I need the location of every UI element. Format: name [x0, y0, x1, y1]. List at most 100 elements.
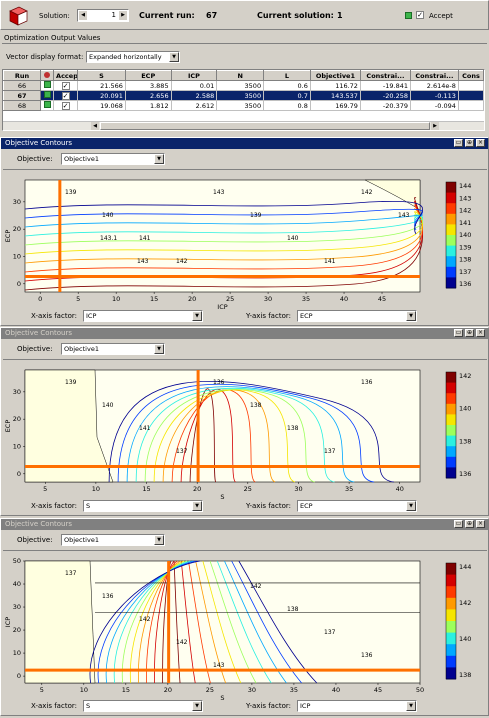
- vector-format-value: Expanded horizontally: [89, 53, 162, 61]
- cell-l: 0.8: [263, 100, 311, 111]
- col-l[interactable]: L: [263, 70, 311, 81]
- x-tick-label: 25: [244, 485, 252, 493]
- panel-titlebar[interactable]: Objective Contours ▭ ⊕ ×: [1, 328, 488, 339]
- y-axis-factor-label: Y-axis factor:: [246, 702, 291, 710]
- row-accept-checkbox[interactable]: ✓: [61, 91, 70, 100]
- col-n[interactable]: N: [216, 70, 265, 81]
- row-run[interactable]: 66: [3, 80, 41, 91]
- x-axis-factor-select[interactable]: S ▼: [83, 700, 203, 712]
- spinner-right-icon[interactable]: ▶: [119, 11, 127, 20]
- spinner-left-icon[interactable]: ◀: [79, 11, 87, 20]
- current-solution-value: 1: [337, 11, 343, 20]
- x-tick-label: 5: [40, 686, 44, 694]
- colorbar: [445, 181, 457, 289]
- accept-checkbox[interactable]: ✓: [416, 11, 424, 19]
- maximize-icon[interactable]: ⊕: [465, 139, 474, 147]
- cell-icp: 2.612: [171, 100, 218, 111]
- cell-c1: -20.379: [360, 100, 412, 111]
- chevron-down-icon[interactable]: ▼: [406, 501, 416, 511]
- minimize-icon[interactable]: ▭: [454, 520, 463, 528]
- maximize-icon[interactable]: ⊕: [465, 329, 474, 337]
- colorbar-segment: [446, 213, 456, 225]
- scroll-thumb[interactable]: [100, 122, 430, 130]
- chevron-down-icon[interactable]: ▼: [154, 154, 164, 164]
- chevron-down-icon[interactable]: ▼: [192, 311, 202, 321]
- colorbar-segment: [446, 192, 456, 204]
- row-accept-checkbox[interactable]: ✓: [61, 81, 70, 90]
- panel-titlebar[interactable]: Objective Contours ▭ ⊕ ×: [1, 138, 488, 149]
- contour-line: [117, 383, 375, 483]
- x-tick-label: 35: [290, 686, 298, 694]
- colorbar-segment: [446, 182, 456, 194]
- vector-format-select[interactable]: Expanded horizontally ▼: [86, 51, 180, 63]
- colorbar-tick-label: 142: [459, 207, 471, 215]
- chevron-down-icon[interactable]: ▼: [406, 701, 416, 711]
- col-constraint3[interactable]: Cons: [457, 70, 484, 81]
- row-run[interactable]: 67: [3, 90, 41, 101]
- y-tick-label: 30: [13, 198, 21, 206]
- cell-n: 3500: [216, 80, 265, 91]
- contour-line: [24, 214, 424, 246]
- x-tick-label: 25: [226, 295, 234, 303]
- chevron-down-icon[interactable]: ▼: [154, 535, 164, 545]
- y-axis-factor-label: Y-axis factor:: [246, 502, 291, 510]
- close-icon[interactable]: ×: [476, 329, 485, 337]
- col-ecp[interactable]: ECP: [124, 70, 172, 81]
- col-objective1[interactable]: Objective1: [309, 70, 361, 81]
- col-constraint2[interactable]: Constrai...: [410, 70, 459, 81]
- x-axis-factor-label: X-axis factor:: [31, 312, 77, 320]
- table-row[interactable]: 66 ✓ 21.566 3.885 0.01 3500 0.6 116.72 -…: [3, 80, 484, 91]
- contour-line: [126, 386, 355, 483]
- output-values-panel: Optimization Output Values Vector displa…: [0, 31, 489, 136]
- x-tick-label: 10: [112, 295, 120, 303]
- table-row-selected[interactable]: 67 ✓ 20.091 2.656 2.588 3500 0.7 143.537…: [3, 90, 484, 101]
- col-status[interactable]: [39, 70, 55, 81]
- y-axis-label: ECP: [4, 420, 12, 433]
- x-tick-label: 25: [206, 686, 214, 694]
- horizontal-scrollbar[interactable]: ◀ ▶: [3, 121, 484, 130]
- objective-select[interactable]: Objective1 ▼: [61, 153, 165, 165]
- colorbar-segment: [446, 256, 456, 268]
- panel-titlebar[interactable]: Objective Contours ▭ ⊕ ×: [1, 519, 488, 530]
- contour-chart: 139 140 141 142 143 139 140 141 142 143 143.1 143 0 5…: [4, 179, 471, 311]
- top-toolbar: Solution: ◀ 1 ▶ Current run: 67 Current …: [0, 0, 489, 30]
- chevron-down-icon[interactable]: ▼: [154, 344, 164, 354]
- y-axis-factor-select[interactable]: ECP ▼: [297, 310, 417, 322]
- chevron-down-icon[interactable]: ▼: [192, 701, 202, 711]
- maximize-icon[interactable]: ⊕: [465, 520, 474, 528]
- objective-select[interactable]: Objective1 ▼: [61, 534, 165, 546]
- minimize-icon[interactable]: ▭: [454, 329, 463, 337]
- objective-select[interactable]: Objective1 ▼: [61, 343, 165, 355]
- col-constraint1[interactable]: Constrai...: [359, 70, 412, 81]
- table-row[interactable]: 68 ✓ 19.068 1.812 2.612 3500 0.8 169.79 …: [3, 100, 484, 111]
- y-axis-factor-select[interactable]: ECP ▼: [297, 500, 417, 512]
- current-solution-label: Current solution:: [257, 11, 334, 20]
- x-tick-label: 40: [332, 686, 340, 694]
- solution-spinner[interactable]: ◀ 1 ▶: [77, 9, 129, 22]
- col-s[interactable]: S: [76, 70, 126, 81]
- colorbar-segment: [446, 235, 456, 247]
- contour-label: 136: [213, 379, 225, 386]
- x-axis-factor-select[interactable]: S ▼: [83, 500, 203, 512]
- y-axis-factor-select[interactable]: ICP ▼: [297, 700, 417, 712]
- colorbar-tick-label: 140: [459, 231, 471, 239]
- cell-c1: -19.841: [360, 80, 412, 91]
- col-icp[interactable]: ICP: [170, 70, 218, 81]
- cell-ecp: 2.656: [125, 90, 172, 101]
- row-status-icon: [43, 81, 51, 88]
- col-accept[interactable]: Accept: [53, 70, 78, 81]
- close-icon[interactable]: ×: [476, 139, 485, 147]
- chevron-down-icon[interactable]: ▼: [169, 52, 179, 62]
- row-accept-checkbox[interactable]: ✓: [61, 101, 70, 110]
- chevron-down-icon[interactable]: ▼: [406, 311, 416, 321]
- x-axis-factor-select[interactable]: ICP ▼: [83, 310, 203, 322]
- col-run[interactable]: Run: [3, 70, 41, 81]
- plot-area[interactable]: [24, 179, 421, 293]
- minimize-icon[interactable]: ▭: [454, 139, 463, 147]
- chevron-down-icon[interactable]: ▼: [192, 501, 202, 511]
- cell-obj: 143.537: [310, 90, 361, 101]
- row-run[interactable]: 68: [3, 100, 41, 111]
- close-icon[interactable]: ×: [476, 520, 485, 528]
- scroll-right-icon[interactable]: ▶: [431, 122, 439, 130]
- scroll-left-icon[interactable]: ◀: [91, 122, 99, 130]
